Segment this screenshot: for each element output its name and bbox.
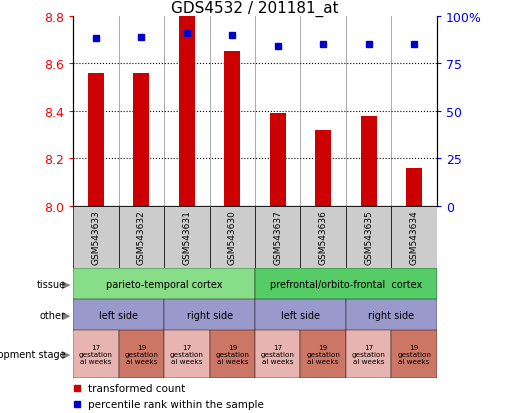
Text: tissue: tissue [36,279,66,289]
Text: GSM543630: GSM543630 [228,210,237,265]
Text: GSM543631: GSM543631 [182,210,191,265]
Text: ▶: ▶ [62,349,71,359]
Text: 19
gestation
al weeks: 19 gestation al weeks [215,344,249,364]
Text: GSM543634: GSM543634 [410,210,419,265]
Bar [164,330,210,378]
Text: GSM543635: GSM543635 [364,210,373,265]
Text: right side: right side [186,310,233,320]
Bar [270,114,286,206]
Bar [73,299,164,330]
Bar [300,330,346,378]
Text: ▶: ▶ [62,310,71,320]
Bar [119,330,164,378]
Text: 19
gestation
al weeks: 19 gestation al weeks [124,344,159,364]
Bar [133,74,149,206]
Bar [164,206,210,268]
Text: other: other [40,310,66,320]
Bar [361,116,377,206]
Text: 17
gestation
al weeks: 17 gestation al weeks [170,344,204,364]
Bar [346,206,391,268]
Bar [391,330,437,378]
Text: GSM543637: GSM543637 [273,210,282,265]
Bar [391,206,437,268]
Text: right side: right side [368,310,415,320]
Bar [73,268,255,299]
Text: parieto-temporal cortex: parieto-temporal cortex [106,279,222,289]
Bar [346,299,437,330]
Text: development stage: development stage [0,349,66,359]
Text: transformed count: transformed count [88,383,185,393]
Text: 17
gestation
al weeks: 17 gestation al weeks [79,344,113,364]
Text: 17
gestation
al weeks: 17 gestation al weeks [351,344,386,364]
Bar [88,74,104,206]
Bar [300,206,346,268]
Text: left side: left side [281,310,320,320]
Bar [164,299,255,330]
Title: GDS4532 / 201181_at: GDS4532 / 201181_at [171,0,339,17]
Text: ▶: ▶ [62,279,71,289]
Text: 19
gestation
al weeks: 19 gestation al weeks [397,344,431,364]
Text: left side: left side [99,310,138,320]
Bar [224,52,240,206]
Text: GSM543633: GSM543633 [91,210,100,265]
Bar [73,330,119,378]
Bar [255,299,346,330]
Text: 17
gestation
al weeks: 17 gestation al weeks [261,344,295,364]
Bar [255,206,300,268]
Bar [210,330,255,378]
Bar [315,131,331,206]
Bar [73,206,119,268]
Bar [179,17,195,207]
Bar [210,206,255,268]
Bar [255,330,300,378]
Text: GSM543636: GSM543636 [319,210,328,265]
Text: percentile rank within the sample: percentile rank within the sample [88,399,264,409]
Bar [255,268,437,299]
Bar [406,169,422,206]
Bar [346,330,391,378]
Bar [119,206,164,268]
Text: prefrontal/orbito-frontal  cortex: prefrontal/orbito-frontal cortex [270,279,422,289]
Text: 19
gestation
al weeks: 19 gestation al weeks [306,344,340,364]
Text: GSM543632: GSM543632 [137,210,146,265]
